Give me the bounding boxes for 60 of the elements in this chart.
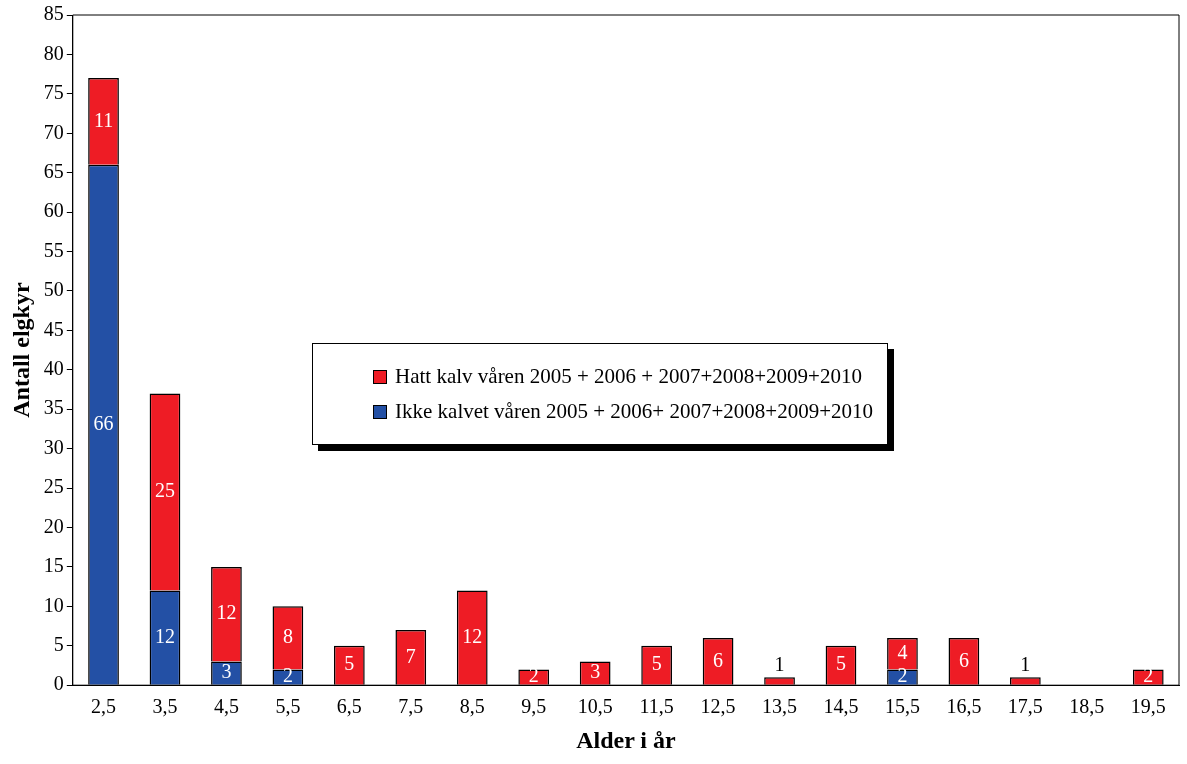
data-label: 6: [713, 648, 724, 671]
data-label: 8: [282, 625, 293, 648]
x-tick-label: 9,5: [521, 695, 547, 718]
y-axis-title: Antall elgkyr: [7, 282, 34, 418]
y-tick-label: 60: [43, 199, 64, 222]
y-tick-label: 75: [43, 81, 64, 104]
data-label: 3: [590, 660, 601, 683]
x-tick-label: 5,5: [275, 695, 301, 718]
data-label: 6: [958, 648, 969, 671]
y-tick-label: 80: [43, 41, 64, 64]
y-tick-label: 65: [43, 159, 64, 182]
y-tick-label: 40: [43, 357, 64, 380]
y-tick-label: 0: [53, 672, 64, 695]
data-label: 4: [897, 640, 908, 663]
y-tick-label: 50: [43, 278, 64, 301]
x-tick-label: 12,5: [700, 695, 736, 718]
y-tick-label: 10: [43, 593, 64, 616]
y-tick-label: 30: [43, 435, 64, 458]
data-label: 5: [344, 652, 355, 675]
x-tick-label: 16,5: [946, 695, 982, 718]
x-tick-label: 17,5: [1007, 695, 1043, 718]
x-tick-label: 6,5: [336, 695, 362, 718]
x-tick-label: 14,5: [823, 695, 859, 718]
legend-label: Hatt kalv våren 2005 + 2006 + 2007+2008+2009+2010: [395, 364, 862, 389]
y-tick-label: 20: [43, 514, 64, 537]
data-label: 12: [154, 624, 175, 647]
y-tick-label: 85: [43, 2, 64, 25]
data-label: 3: [221, 660, 232, 683]
y-tick-label: 70: [43, 120, 64, 143]
data-label: 12: [216, 601, 237, 624]
data-label: 2: [282, 664, 293, 687]
x-tick-label: 10,5: [577, 695, 613, 718]
data-label: 25: [154, 479, 175, 502]
x-tick-label: 2,5: [91, 695, 117, 718]
x-tick-label: 11,5: [639, 695, 674, 718]
data-label: 12: [462, 624, 483, 647]
data-label: 2: [897, 664, 908, 687]
x-tick-label: 15,5: [884, 695, 920, 718]
data-label: 66: [93, 412, 114, 434]
y-tick-label: 25: [43, 475, 64, 498]
y-tick-label: 55: [43, 238, 64, 261]
x-tick-label: 19,5: [1130, 695, 1166, 718]
x-tick-label: 13,5: [762, 695, 798, 718]
data-label: 5: [651, 652, 662, 675]
x-axis-title: Alder i år: [576, 726, 677, 753]
data-label: 1: [1020, 652, 1031, 675]
x-tick-label: 8,5: [459, 695, 485, 718]
x-tick-label: 3,5: [152, 695, 178, 718]
data-label: 5: [835, 652, 846, 675]
data-label: 1: [774, 652, 785, 675]
x-tick-label: 18,5: [1069, 695, 1105, 718]
data-label: 7: [405, 644, 416, 667]
legend-label: Ikke kalvet våren 2005 + 2006+ 2007+2008+2009+2010: [395, 399, 873, 424]
y-tick-label: 45: [43, 317, 64, 340]
y-tick-label: 15: [43, 554, 64, 577]
x-tick-label: 7,5: [398, 695, 424, 718]
data-label: 11: [93, 108, 114, 131]
y-tick-label: 5: [53, 633, 64, 656]
x-tick-label: 4,5: [213, 695, 239, 718]
y-tick-label: 35: [43, 396, 64, 419]
